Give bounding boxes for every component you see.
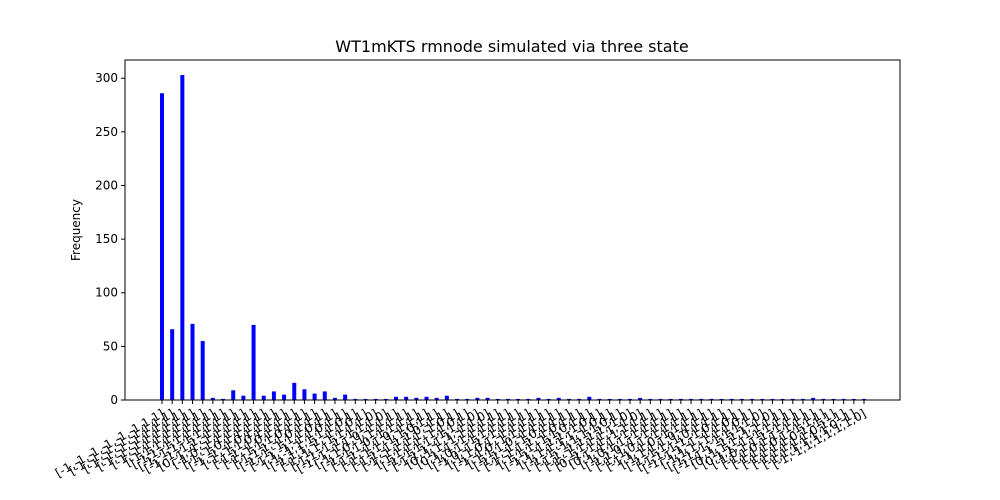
bar	[200, 341, 205, 400]
bar	[841, 398, 846, 400]
bar	[709, 398, 714, 400]
bar	[678, 398, 683, 400]
bar	[271, 391, 276, 400]
bar	[668, 398, 673, 400]
bar	[444, 395, 449, 400]
bar	[770, 398, 775, 400]
bar	[322, 391, 327, 400]
x-axis-ticks: [-1,-1,-1,-1,-1,-1,1,1][-1,-1,-1,-1,-1,1…	[53, 400, 869, 480]
bar	[780, 398, 785, 400]
bar	[221, 398, 226, 400]
bar	[587, 396, 592, 400]
bar	[526, 398, 531, 400]
bar	[851, 398, 856, 400]
bar	[862, 398, 866, 400]
bar	[312, 393, 317, 400]
bar	[394, 396, 398, 400]
y-tick-label: 50	[103, 339, 118, 353]
bar	[231, 390, 236, 400]
bar	[617, 398, 622, 400]
bar	[729, 398, 734, 400]
bar	[628, 398, 632, 400]
bar	[282, 394, 287, 400]
bar	[831, 398, 836, 400]
bar	[251, 324, 256, 400]
bar	[210, 397, 215, 400]
bar	[505, 398, 510, 400]
y-tick-label: 300	[95, 71, 118, 85]
bar	[597, 398, 602, 400]
bar	[424, 396, 429, 400]
bar	[800, 398, 805, 400]
bar	[190, 323, 195, 400]
bar	[495, 398, 500, 400]
bar	[638, 397, 643, 400]
bar	[404, 396, 409, 400]
bar	[261, 395, 266, 400]
y-tick-label: 0	[110, 393, 118, 407]
bar	[607, 398, 612, 400]
bar	[790, 398, 795, 400]
bar	[434, 397, 439, 400]
bar	[689, 398, 694, 400]
y-tick-label: 150	[95, 232, 118, 246]
bar	[485, 397, 490, 400]
bar	[373, 398, 378, 400]
bar	[546, 398, 551, 400]
bar	[811, 397, 816, 400]
bar	[170, 329, 175, 400]
bar	[160, 93, 164, 401]
bar	[363, 398, 368, 400]
y-tick-label: 200	[95, 178, 118, 192]
bar	[332, 397, 337, 400]
plot-frame	[124, 59, 901, 401]
bar	[465, 398, 470, 400]
bar	[699, 398, 704, 400]
bar	[383, 398, 388, 400]
bar	[455, 398, 460, 400]
bar	[302, 389, 307, 400]
y-axis-label: Frequency	[69, 199, 83, 261]
bar	[739, 398, 744, 400]
bars	[160, 75, 866, 401]
bar	[241, 395, 246, 400]
y-axis-ticks: 0 50 100 150 200 250 300	[95, 71, 125, 407]
y-tick-label: 100	[95, 286, 118, 300]
bar	[750, 398, 755, 400]
bar	[658, 398, 663, 400]
bar	[536, 397, 541, 400]
bar	[566, 398, 571, 400]
bar	[648, 398, 653, 400]
bar	[556, 397, 561, 400]
bar	[516, 398, 521, 400]
chart-title: WT1mKTS rmnode simulated via three state	[335, 37, 688, 56]
bar	[292, 382, 297, 400]
bar	[719, 398, 724, 400]
y-tick-label: 250	[95, 125, 118, 139]
bar	[821, 398, 826, 400]
bar	[414, 397, 419, 400]
bar	[760, 398, 765, 400]
bar	[343, 394, 348, 400]
bar	[475, 397, 480, 400]
bar	[180, 75, 185, 400]
bar	[353, 398, 358, 400]
bar	[577, 398, 582, 400]
